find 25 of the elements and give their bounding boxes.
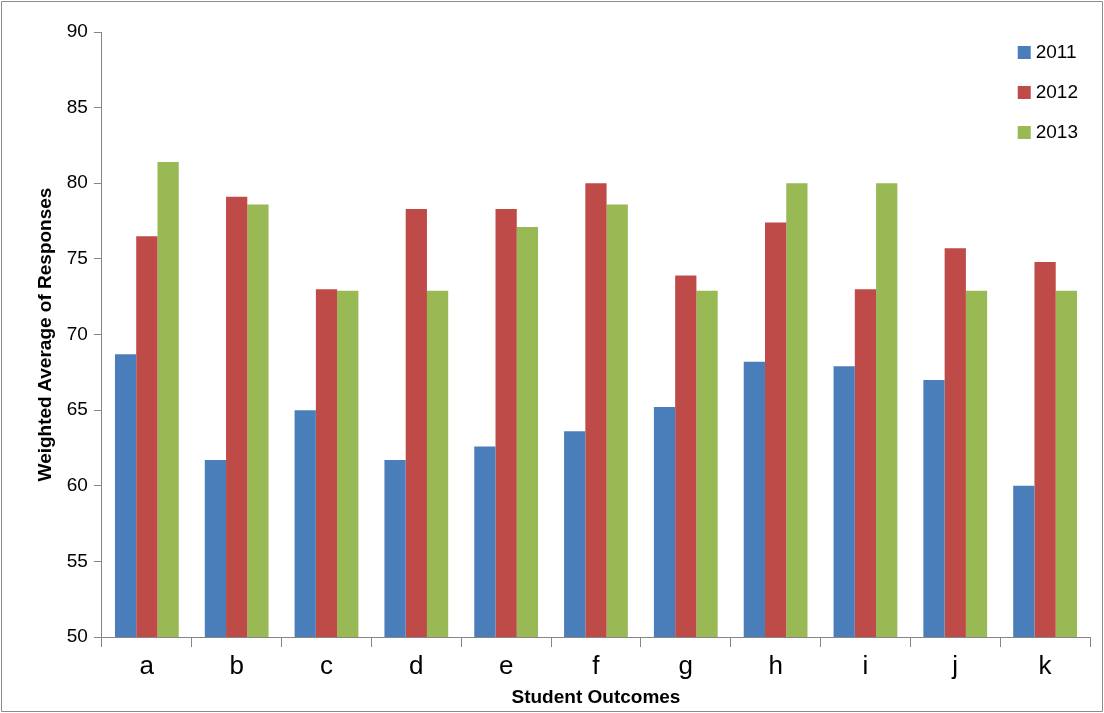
y-tick-label: 55 [66,549,88,571]
x-tick-label: i [862,649,869,680]
y-tick-label: 80 [66,171,88,193]
y-tick-label: 90 [66,20,88,42]
x-tick-label: g [678,649,694,680]
x-tick-label: b [229,649,244,680]
x-tick-label: j [951,649,959,680]
legend-label: 2012 [1035,81,1079,103]
y-tick-label: 50 [66,625,88,647]
y-axis-title: Weighted Average of Responses [33,187,55,482]
y-tick-label: 70 [66,322,88,344]
x-tick-label: d [409,649,424,680]
y-tick-label: 85 [66,95,88,117]
legend-label: 2011 [1035,41,1077,63]
x-tick-label: f [592,649,601,680]
y-tick-label: 65 [66,398,88,420]
x-tick-label: k [1038,649,1053,680]
legend-label: 2013 [1035,121,1079,143]
x-tick-label: h [768,649,783,680]
y-tick-label: 75 [66,247,88,269]
x-tick-label: e [498,649,514,680]
x-tick-label: c [319,649,333,680]
x-tick-label: a [139,649,155,680]
y-tick-label: 60 [66,473,88,495]
x-axis-title: Student Outcomes [511,685,681,707]
